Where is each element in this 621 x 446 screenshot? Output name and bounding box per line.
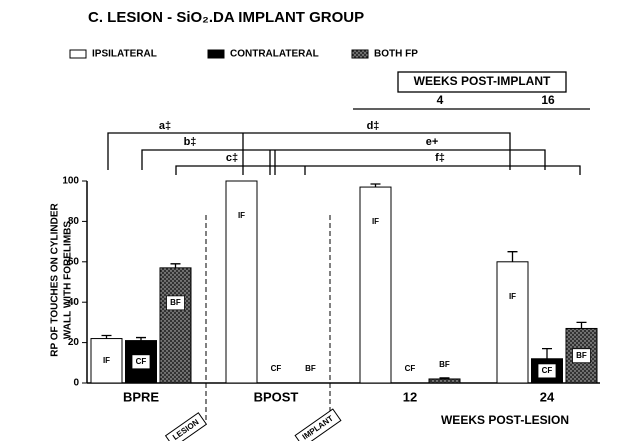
legend-label: IPSILATERAL <box>92 49 157 60</box>
error-bar <box>370 183 381 188</box>
annotation: d‡ <box>367 120 380 132</box>
bar-label: BF <box>576 351 587 360</box>
bar-label: BF <box>170 298 181 307</box>
bar-label: BF <box>439 360 450 369</box>
error-bar <box>439 377 450 379</box>
bracket <box>141 149 546 175</box>
error-bar <box>136 336 146 341</box>
x-tick-label: BPOST <box>254 389 299 404</box>
annotation: b‡ <box>184 136 197 148</box>
y-tick-label: 80 <box>68 216 80 227</box>
legend-label: CONTRALATERAL <box>230 49 319 60</box>
chart-title: C. LESION - SiO₂.DA IMPLANT GROUP <box>88 9 364 26</box>
annotation: f‡ <box>435 152 445 164</box>
bar-label: CF <box>271 364 282 373</box>
implant-tag: IMPLANT <box>294 408 342 446</box>
bracket <box>175 165 581 175</box>
bar <box>428 378 461 384</box>
error-bar <box>542 348 552 359</box>
bar-label-box <box>572 348 591 364</box>
error-bar <box>170 263 181 268</box>
bar-label-box <box>537 363 557 379</box>
bar <box>225 180 258 384</box>
y-tick-label: 60 <box>68 256 80 267</box>
y-tick-label: 20 <box>68 337 80 348</box>
y-axis-label: WALL WITH FORELIMBS <box>63 221 74 339</box>
annotation-box <box>397 71 567 93</box>
annotation: 16 <box>541 93 555 107</box>
annotation: a‡ <box>159 120 171 132</box>
bar <box>359 186 392 384</box>
bar-label-box <box>131 354 151 370</box>
bar-label: BF <box>305 364 316 373</box>
bar-label: IF <box>238 211 245 220</box>
x-axis-label: WEEKS POST-LESION <box>441 413 569 427</box>
bar-label: CF <box>136 357 147 366</box>
x-tick-label: 24 <box>540 389 555 404</box>
annotation: 4 <box>437 93 444 107</box>
legend-swatch <box>207 49 225 59</box>
bar <box>159 267 192 384</box>
bar-label: IF <box>509 292 516 301</box>
x-tick-label: 12 <box>403 389 417 404</box>
legend-label: BOTH FP <box>374 49 418 60</box>
bar-label: IF <box>103 356 110 365</box>
x-tick-label: BPRE <box>123 389 159 404</box>
annotation: WEEKS POST-IMPLANT <box>414 74 551 88</box>
bar-label: CF <box>405 364 416 373</box>
y-tick-label: 100 <box>62 176 79 187</box>
error-bar <box>507 251 518 262</box>
bar-label: IF <box>372 217 379 226</box>
y-axis-label: RP OF TOUCHES ON CYLINDER <box>50 202 61 356</box>
annotation: c‡ <box>226 152 238 164</box>
bar <box>496 261 529 384</box>
bar-label: CF <box>542 366 553 375</box>
y-tick-label: 40 <box>68 297 80 308</box>
error-bar <box>576 321 587 329</box>
lesion-tag: LESION <box>164 412 208 446</box>
legend-swatch <box>69 49 87 59</box>
annotation: e+ <box>426 136 439 148</box>
y-tick-label: 0 <box>73 378 79 389</box>
legend-swatch <box>351 49 369 59</box>
bracket <box>107 132 511 175</box>
error-bar <box>101 334 112 339</box>
bar-label-box <box>166 295 185 311</box>
